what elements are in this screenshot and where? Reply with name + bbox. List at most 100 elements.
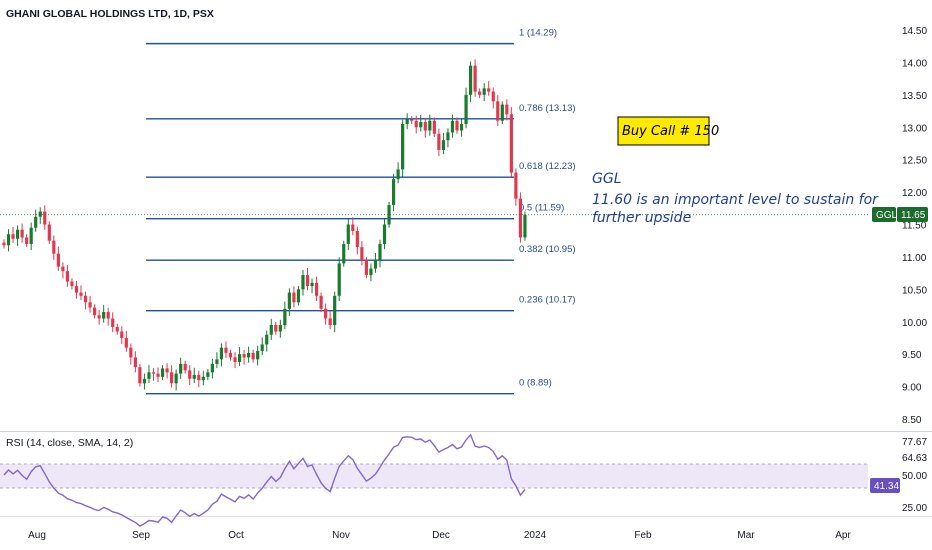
candle-body (34, 216, 38, 228)
price-tick-label: 9.50 (902, 350, 922, 361)
candlestick-series[interactable] (2, 59, 527, 391)
candle-body (179, 363, 183, 374)
candle-body (233, 357, 237, 362)
candle-body (292, 292, 296, 303)
candle-body (174, 373, 178, 384)
candle-body (106, 312, 110, 319)
candle-body (142, 378, 147, 384)
candle-body (333, 295, 337, 325)
candle-body (401, 124, 405, 170)
price-tick-label: 10.00 (902, 318, 927, 329)
candle-body (138, 367, 142, 384)
candle-body (487, 88, 491, 92)
note-line-2: further upside (592, 210, 691, 226)
candle-body (319, 295, 323, 309)
buy-call-annotation[interactable]: Buy Call # 150 (617, 116, 719, 146)
candle-body (505, 104, 509, 115)
candle-body (428, 120, 432, 131)
candle-body (478, 91, 482, 95)
candle-body (165, 368, 169, 373)
candle-body (228, 352, 233, 358)
fib-level-label: 0.5 (11.59) (519, 203, 564, 214)
candle-body (219, 347, 224, 360)
candle-body (455, 120, 459, 131)
price-tag-ticker-background (872, 207, 896, 222)
chart-title: GHANI GLOBAL HOLDINGS LTD, 1D, PSX (6, 8, 214, 20)
candle-body (373, 260, 378, 269)
candle-body (129, 347, 133, 358)
candle-body (437, 133, 441, 150)
candle-body (6, 234, 11, 246)
candle-body (310, 282, 314, 287)
rsi-series[interactable] (3, 433, 526, 527)
candle-body (473, 65, 477, 92)
price-tag-ticker: GGL (876, 210, 898, 221)
candle-body (265, 334, 269, 345)
time-tick-label: Mar (737, 530, 755, 541)
candle-body (419, 122, 423, 128)
candle-body (509, 114, 513, 173)
price-axis[interactable]: 14.50 14.00 13.50 13.00 12.50 12.00 11.50 11.00… (902, 26, 927, 426)
candle-body (15, 229, 20, 239)
candle-body (102, 312, 106, 319)
price-tick-label: 11.00 (902, 253, 927, 264)
rsi-indicator-label[interactable]: RSI (14, close, SMA, 14, 2) (6, 437, 133, 449)
rsi-tick-50: 50.00 (902, 471, 927, 482)
candle-body (247, 352, 251, 358)
time-tick-label: Aug (28, 530, 46, 541)
candle-body (287, 292, 291, 309)
candle-body (70, 281, 74, 287)
note-annotation[interactable]: GGL 11.60 is an important level to susta… (592, 171, 879, 226)
candle-body (500, 104, 504, 121)
candle-body (324, 308, 328, 319)
candle-body (278, 324, 282, 332)
note-line-1: 11.60 is an important level to sustain f… (592, 192, 879, 208)
candle-body (274, 324, 278, 332)
candle-body (450, 120, 455, 133)
candle-body (215, 359, 219, 364)
candle-body (210, 363, 214, 373)
candle-body (382, 224, 387, 244)
candle-body (301, 275, 305, 290)
candle-body (414, 120, 418, 128)
candle-body (337, 263, 341, 296)
candle-body (387, 205, 391, 225)
price-tag-value-background (897, 207, 928, 222)
fib-level-label: 0.786 (13.13) (519, 103, 576, 114)
candle-body (251, 352, 255, 360)
buy-call-box (617, 116, 710, 146)
time-tick-label: Apr (835, 530, 851, 541)
fibonacci-retracement[interactable]: 1 (14.29) 0.786 (13.13) 0.618 (12.23) 0.5 (… (146, 28, 576, 395)
candle-body (342, 243, 346, 264)
candle-body (482, 88, 486, 95)
candle-body (206, 372, 210, 377)
price-tick-label: 9.00 (902, 383, 922, 394)
candle-body (314, 282, 319, 296)
candle-body (93, 307, 97, 316)
candle-body (405, 119, 409, 125)
candle-body (25, 237, 29, 244)
price-tick-label: 12.00 (902, 188, 927, 199)
rsi-value-tag: 41.34 (870, 478, 900, 493)
rsi-line[interactable] (3, 433, 526, 527)
candle-body (237, 354, 242, 362)
candle-body (192, 374, 196, 379)
candle-body (260, 344, 264, 351)
candle-body (188, 370, 192, 379)
candle-body (147, 372, 151, 379)
candle-body (11, 234, 15, 239)
price-tick-label: 14.00 (902, 58, 927, 69)
candle-body (160, 368, 165, 377)
time-tick-label: Sep (132, 530, 150, 541)
candle-body (410, 119, 414, 121)
candle-body (423, 122, 427, 131)
candle-body (133, 357, 137, 368)
candle-body (65, 271, 70, 282)
candle-body (242, 354, 246, 358)
buy-call-text: Buy Call # 150 (622, 124, 719, 139)
candle-body (2, 242, 6, 246)
time-axis[interactable]: Aug Sep Oct Nov Dec 2024 Feb Mar Apr (28, 530, 851, 541)
candle-body (79, 292, 83, 296)
candle-body (111, 318, 115, 327)
